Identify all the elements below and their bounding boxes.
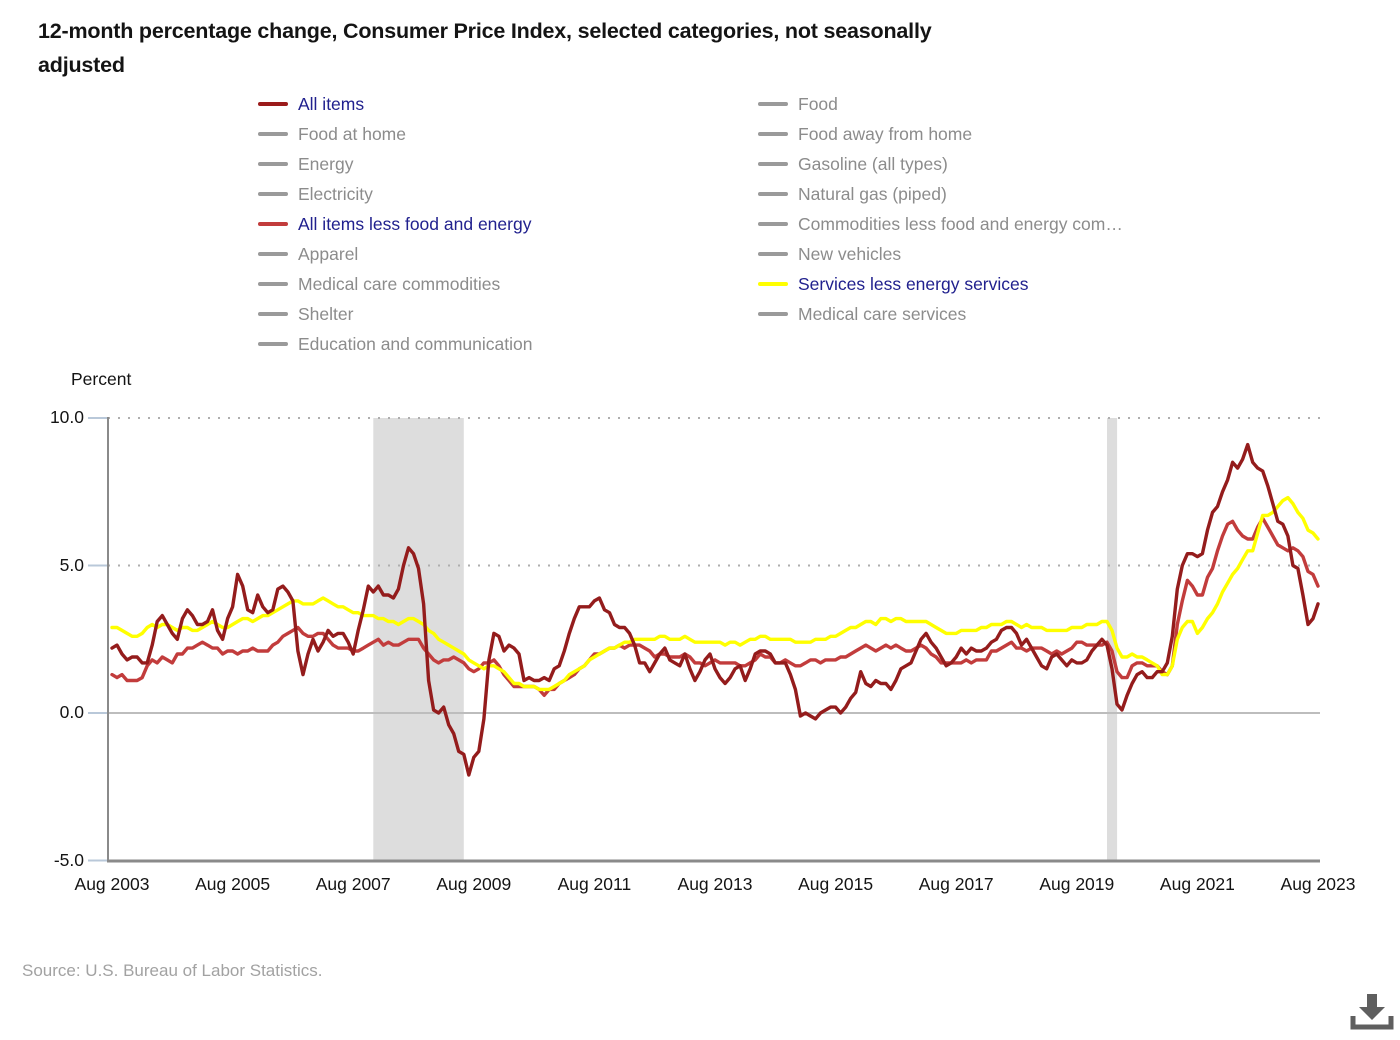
chart-title-line1: 12-month percentage change, Consumer Pri… bbox=[38, 19, 932, 43]
legend-item-shelter[interactable]: Shelter bbox=[258, 299, 532, 329]
legend-label: Electricity bbox=[298, 183, 373, 204]
legend-swatch-energy bbox=[258, 162, 288, 166]
x-axis-tick-label: Aug 2005 bbox=[195, 874, 271, 894]
legend-label: Food away from home bbox=[798, 123, 973, 144]
chart-title-line2: adjusted bbox=[38, 53, 125, 77]
legend-label: Services less energy services bbox=[798, 273, 1029, 294]
series-line-services-less-energy-services[interactable] bbox=[110, 495, 1320, 692]
legend-label: All items less food and energy bbox=[298, 213, 532, 234]
legend-swatch-shelter bbox=[258, 312, 288, 316]
recession-band bbox=[1107, 418, 1118, 862]
download-icon bbox=[1350, 994, 1394, 1030]
legend-swatch-medical-care-services bbox=[758, 312, 788, 316]
x-axis-tick-label: Aug 2003 bbox=[74, 874, 150, 894]
x-axis-tick-label: Aug 2011 bbox=[557, 874, 632, 894]
legend-swatch-medical-care-commodities bbox=[258, 282, 288, 286]
source-note: Source: U.S. Bureau of Labor Statistics. bbox=[22, 961, 323, 980]
legend-item-apparel[interactable]: Apparel bbox=[258, 239, 532, 269]
legend-item-food[interactable]: Food bbox=[758, 89, 1123, 119]
legend-item-natural-gas-piped[interactable]: Natural gas (piped) bbox=[758, 179, 1123, 209]
legend-label: Gasoline (all types) bbox=[798, 153, 948, 174]
y-axis-tick-label: 0.0 bbox=[59, 702, 84, 722]
y-axis-tick-label: 5.0 bbox=[59, 554, 84, 575]
download-button[interactable] bbox=[1350, 993, 1394, 1035]
x-axis-tick-label: Aug 2021 bbox=[1159, 874, 1235, 894]
legend-item-all-items-less-food-and-energy[interactable]: All items less food and energy bbox=[258, 209, 532, 239]
legend-label: Shelter bbox=[298, 303, 354, 324]
y-axis-title: Percent bbox=[71, 369, 132, 389]
legend-label: Commodities less food and energy com… bbox=[798, 213, 1123, 234]
legend-item-all-items[interactable]: All items bbox=[258, 89, 532, 119]
legend-swatch-commodities-less-food-and-energy-com bbox=[758, 222, 788, 226]
legend-label: Medical care services bbox=[798, 303, 967, 324]
legend-item-gasoline-all-types[interactable]: Gasoline (all types) bbox=[758, 149, 1123, 179]
chart-title: 12-month percentage change, Consumer Pri… bbox=[38, 14, 932, 82]
legend-label: Food at home bbox=[298, 123, 406, 144]
legend-item-medical-care-commodities[interactable]: Medical care commodities bbox=[258, 269, 532, 299]
legend-item-services-less-energy-services[interactable]: Services less energy services bbox=[758, 269, 1123, 299]
legend-swatch-food-at-home bbox=[258, 132, 288, 136]
x-axis-tick-label: Aug 2017 bbox=[918, 874, 994, 894]
legend-label: Energy bbox=[298, 153, 354, 174]
y-axis-tick-label: 10.0 bbox=[49, 407, 84, 427]
legend-swatch-gasoline-all-types bbox=[758, 162, 788, 166]
x-axis-tick-label: Aug 2015 bbox=[798, 874, 874, 894]
x-axis-tick-label: Aug 2019 bbox=[1039, 874, 1115, 894]
x-axis-tick-label: Aug 2023 bbox=[1280, 874, 1356, 894]
y-axis-tick-label: -5.0 bbox=[53, 849, 84, 870]
legend-label: New vehicles bbox=[798, 243, 902, 264]
legend-swatch-food-away-from-home bbox=[758, 132, 788, 136]
x-axis-tick-label: Aug 2013 bbox=[677, 874, 753, 894]
series-line-all-items-less-food-and-energy[interactable] bbox=[110, 516, 1320, 697]
legend-column-right: Food Food away from home Gasoline (all typ… bbox=[758, 89, 1123, 329]
series-line-all-items[interactable] bbox=[110, 442, 1320, 777]
legend-swatch-all-items bbox=[258, 102, 288, 106]
legend-swatch-electricity bbox=[258, 192, 288, 196]
legend-label: Food bbox=[798, 93, 838, 114]
legend-swatch-apparel bbox=[258, 252, 288, 256]
legend-swatch-services-less-energy-services bbox=[758, 282, 788, 286]
x-axis-tick-label: Aug 2007 bbox=[315, 874, 391, 894]
legend-item-energy[interactable]: Energy bbox=[258, 149, 532, 179]
legend-item-electricity[interactable]: Electricity bbox=[258, 179, 532, 209]
legend-item-education-and-communication[interactable]: Education and communication bbox=[258, 329, 532, 359]
legend-swatch-all-items-less-food-and-energy bbox=[258, 222, 288, 226]
legend-swatch-new-vehicles bbox=[758, 252, 788, 256]
legend-item-food-away-from-home[interactable]: Food away from home bbox=[758, 119, 1123, 149]
legend-label: Natural gas (piped) bbox=[798, 183, 947, 204]
legend-item-new-vehicles[interactable]: New vehicles bbox=[758, 239, 1123, 269]
legend-swatch-food bbox=[758, 102, 788, 106]
x-axis-tick-label: Aug 2009 bbox=[436, 874, 512, 894]
legend-item-commodities-less-food-and-energy-com[interactable]: Commodities less food and energy com… bbox=[758, 209, 1123, 239]
legend-item-medical-care-services[interactable]: Medical care services bbox=[758, 299, 1123, 329]
legend-swatch-natural-gas-piped bbox=[758, 192, 788, 196]
legend-item-food-at-home[interactable]: Food at home bbox=[258, 119, 532, 149]
legend-label: Medical care commodities bbox=[298, 273, 501, 294]
legend-column-left: All items Food at home Energy Electricity Al… bbox=[258, 89, 532, 359]
legend-swatch-education-and-communication bbox=[258, 342, 288, 346]
legend-label: Apparel bbox=[298, 243, 359, 264]
legend-label: All items bbox=[298, 93, 365, 114]
legend-label: Education and communication bbox=[298, 333, 533, 354]
